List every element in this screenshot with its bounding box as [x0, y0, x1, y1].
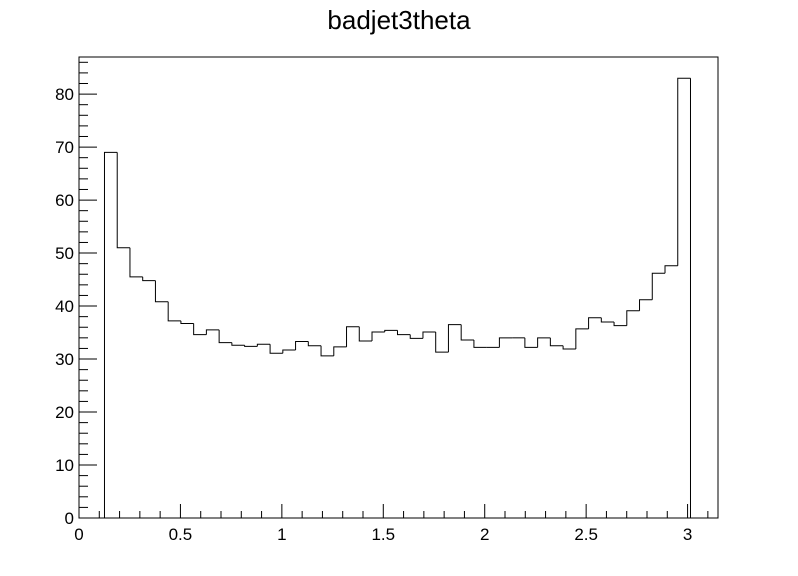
histogram-bin [524, 337, 538, 348]
histogram-bin [295, 341, 309, 351]
y-tick-label: 10 [55, 456, 74, 475]
histogram-bin [664, 265, 678, 274]
histogram-bin [639, 299, 653, 311]
histogram-bin [651, 272, 666, 300]
histogram-bin [346, 326, 360, 347]
y-tick-label: 50 [55, 244, 74, 263]
y-axis: 0 10 20 30 40 50 60 70 80 [55, 61, 97, 528]
x-tick-label: 0.5 [169, 525, 193, 544]
histogram-bin [575, 328, 589, 349]
y-tick-label: 70 [55, 138, 74, 157]
histogram-bin [600, 317, 615, 323]
x-axis: 0 0.5 1 1.5 2 2.5 3 [74, 504, 709, 544]
x-tick-label: 2 [480, 525, 489, 544]
histogram-series [79, 77, 716, 519]
histogram-bin [154, 280, 169, 303]
histogram-bin [396, 330, 411, 336]
y-tick-label: 80 [55, 85, 74, 104]
histogram-bin [435, 332, 449, 353]
histogram-bin [231, 342, 245, 346]
histogram-bin [103, 151, 118, 518]
histogram-bin [256, 343, 271, 347]
histogram-bin [549, 337, 564, 347]
histogram-bin [588, 317, 602, 329]
histogram-bin [447, 324, 462, 353]
x-tick-label: 1.5 [371, 525, 395, 544]
histogram-bin [613, 321, 627, 327]
histogram-bin [537, 337, 551, 348]
histogram-bin [244, 345, 258, 347]
histogram-bin [129, 247, 143, 278]
x-tick-label: 1 [277, 525, 286, 544]
histogram-bin [626, 310, 640, 326]
histogram-bin [498, 337, 513, 348]
histogram-bin [142, 276, 156, 282]
histogram-bin [282, 349, 296, 354]
histogram-bin [180, 320, 194, 325]
x-tick-label: 0 [74, 525, 83, 544]
plot-frame [78, 56, 719, 519]
histogram-bin [218, 329, 232, 344]
y-tick-label: 30 [55, 350, 74, 369]
histogram-bin [167, 301, 181, 322]
histogram-bin [307, 341, 322, 347]
y-tick-label: 20 [55, 403, 74, 422]
histogram-bin [205, 329, 220, 335]
y-tick-label: 0 [65, 509, 74, 528]
histogram-bin [320, 345, 334, 357]
histogram-bin [269, 344, 283, 354]
y-tick-label: 40 [55, 297, 74, 316]
histogram-bin [422, 331, 436, 339]
histogram-bin [689, 78, 704, 519]
histogram-bin [193, 323, 207, 336]
chart-title: badjet3theta [327, 5, 471, 35]
histogram-bin [460, 324, 474, 341]
x-tick-label: 2.5 [574, 525, 598, 544]
y-tick-label: 60 [55, 191, 74, 210]
histogram-bin [409, 334, 423, 339]
x-tick-label: 3 [683, 525, 692, 544]
histogram-bin [358, 326, 373, 342]
histogram-bin [333, 346, 347, 356]
histogram-bin [371, 331, 385, 342]
histogram-bin [677, 77, 691, 266]
histogram-bin [562, 345, 576, 350]
histogram-bin [473, 339, 487, 348]
histogram-bin [116, 152, 130, 249]
histogram-bin [384, 329, 398, 333]
